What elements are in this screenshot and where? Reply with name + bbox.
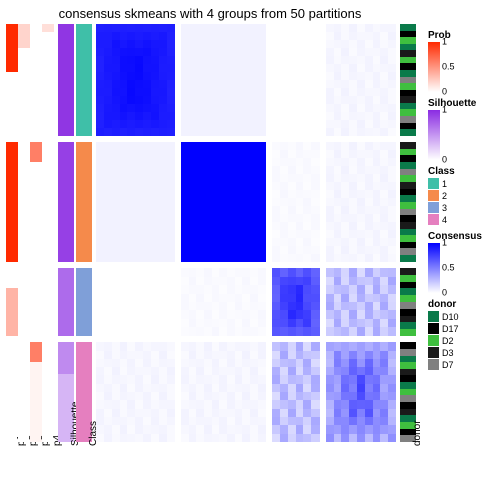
legend-item: 1 xyxy=(428,178,502,189)
swatch xyxy=(428,190,439,201)
legend-title: Silhouette xyxy=(428,98,502,109)
swatch xyxy=(428,311,439,322)
swatch xyxy=(428,202,439,213)
swatch xyxy=(428,347,439,358)
legend-title: donor xyxy=(428,299,502,310)
annot-cls xyxy=(76,24,92,468)
page-title: consensus skmeans with 4 groups from 50 … xyxy=(0,6,420,21)
legend-title: Consensus xyxy=(428,231,502,242)
annot-p4 xyxy=(42,24,54,468)
xlabel-donor: donor xyxy=(412,420,434,446)
colorbar xyxy=(428,110,440,160)
legend-item: D10 xyxy=(428,311,502,322)
swatch xyxy=(428,214,439,225)
annot-p3 xyxy=(30,24,42,468)
swatch xyxy=(428,323,439,334)
swatch xyxy=(428,335,439,346)
swatch xyxy=(428,178,439,189)
consensus-heatmap xyxy=(96,24,396,442)
colorbar xyxy=(428,42,440,92)
legend-title: Prob xyxy=(428,30,502,41)
legend-panel: Prob10.50Silhouette10Class1234Consensus1… xyxy=(428,24,502,371)
annot-donor xyxy=(400,24,416,468)
legend-item: D17 xyxy=(428,323,502,334)
legend-item: D3 xyxy=(428,347,502,358)
colorbar xyxy=(428,243,440,293)
annot-p1 xyxy=(6,24,18,468)
legend-item: D7 xyxy=(428,359,502,370)
legend-item: D2 xyxy=(428,335,502,346)
plot-area: p1p2p3p4SilhouetteClassdonor xyxy=(6,24,426,468)
legend-item: 2 xyxy=(428,190,502,201)
legend-item: 4 xyxy=(428,214,502,225)
swatch xyxy=(428,359,439,370)
annot-p2 xyxy=(18,24,30,468)
legend-item: 3 xyxy=(428,202,502,213)
legend-title: Class xyxy=(428,166,502,177)
